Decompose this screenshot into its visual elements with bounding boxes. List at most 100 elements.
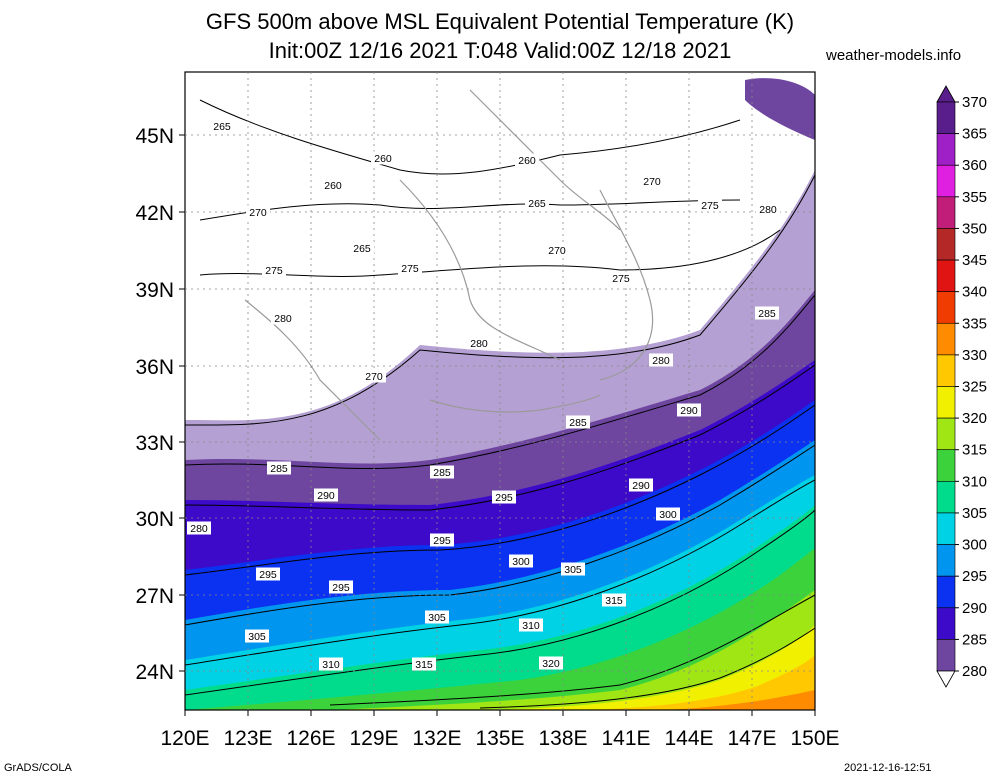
contour-label: 290 bbox=[677, 403, 701, 417]
svg-text:285: 285 bbox=[569, 417, 587, 429]
legend-label: 365 bbox=[962, 126, 987, 143]
lat-label: 27N bbox=[135, 585, 174, 608]
map-title: GFS 500m above MSL Equivalent Potential … bbox=[205, 9, 795, 34]
svg-text:285: 285 bbox=[433, 467, 451, 479]
svg-text:310: 310 bbox=[522, 620, 540, 632]
legend-label: 350 bbox=[962, 220, 987, 237]
svg-text:320: 320 bbox=[542, 658, 560, 670]
legend-swatch bbox=[936, 481, 956, 514]
contour-label: 265 bbox=[350, 241, 374, 255]
svg-text:270: 270 bbox=[643, 176, 661, 188]
contour-label: 270 bbox=[362, 369, 386, 383]
legend-swatch bbox=[936, 354, 956, 387]
lon-label: 150E bbox=[790, 727, 839, 750]
svg-text:260: 260 bbox=[324, 180, 342, 192]
legend-swatch bbox=[936, 417, 956, 451]
svg-text:315: 315 bbox=[605, 595, 623, 607]
lat-label: 45N bbox=[135, 125, 174, 148]
legend-swatch bbox=[936, 133, 956, 166]
legend-label: 325 bbox=[962, 379, 987, 396]
lon-label: 135E bbox=[475, 727, 524, 750]
svg-text:285: 285 bbox=[270, 463, 288, 475]
contour-label: 315 bbox=[602, 593, 626, 607]
svg-text:265: 265 bbox=[213, 121, 231, 133]
legend-label: 285 bbox=[962, 631, 987, 648]
legend-label: 360 bbox=[962, 157, 987, 174]
brand-label: weather-models.info bbox=[826, 47, 962, 64]
contour-label: 265 bbox=[525, 196, 549, 210]
contour-label: 270 bbox=[640, 174, 664, 188]
svg-text:275: 275 bbox=[401, 263, 419, 275]
legend-label: 300 bbox=[962, 537, 987, 554]
contour-label: 280 bbox=[187, 521, 211, 535]
lon-label: 123E bbox=[223, 727, 272, 750]
lon-label: 126E bbox=[286, 727, 335, 750]
contour-label: 270 bbox=[545, 243, 569, 257]
svg-text:270: 270 bbox=[365, 371, 383, 383]
contour-label: 305 bbox=[425, 610, 449, 624]
legend-swatch bbox=[936, 228, 956, 261]
legend-swatch bbox=[936, 259, 956, 292]
contour-label: 285 bbox=[566, 415, 590, 429]
contour-label: 310 bbox=[519, 618, 543, 632]
contour-label: 270 bbox=[246, 205, 270, 219]
svg-text:280: 280 bbox=[652, 355, 670, 367]
svg-text:290: 290 bbox=[632, 480, 650, 492]
lon-label: 132E bbox=[412, 727, 461, 750]
lon-label: 129E bbox=[349, 727, 398, 750]
legend-label: 280 bbox=[962, 663, 987, 680]
contour-label: 275 bbox=[609, 271, 633, 285]
contour-label: 320 bbox=[539, 656, 563, 670]
legend-label: 295 bbox=[962, 568, 987, 585]
contour-label: 285 bbox=[430, 465, 454, 479]
lat-label: 39N bbox=[135, 279, 174, 302]
legend-label: 290 bbox=[962, 600, 987, 617]
map-subtitle: Init:00Z 12/16 2021 T:048 Valid:00Z 12/1… bbox=[268, 38, 732, 63]
legend-label: 340 bbox=[962, 284, 987, 301]
svg-text:265: 265 bbox=[528, 198, 546, 210]
contour-label: 280 bbox=[271, 311, 295, 325]
legend-swatch bbox=[936, 512, 956, 545]
svg-text:265: 265 bbox=[353, 243, 371, 255]
legend-label: 320 bbox=[962, 410, 987, 427]
contour-label: 305 bbox=[245, 629, 269, 643]
contour-label: 295 bbox=[256, 567, 280, 581]
legend-label: 335 bbox=[962, 315, 987, 332]
legend-swatch bbox=[936, 607, 956, 640]
svg-text:305: 305 bbox=[248, 631, 266, 643]
legend-swatch bbox=[936, 386, 956, 419]
legend-swatch bbox=[936, 164, 956, 198]
contour-label: 300 bbox=[509, 554, 533, 568]
contour-label: 285 bbox=[267, 461, 291, 475]
contour-label: 290 bbox=[629, 478, 653, 492]
lat-label: 42N bbox=[135, 202, 174, 225]
contour-label: 260 bbox=[371, 151, 395, 165]
legend-swatch bbox=[936, 639, 956, 672]
contour-label: 260 bbox=[321, 178, 345, 192]
contour-label: 280 bbox=[756, 202, 780, 216]
svg-text:270: 270 bbox=[249, 207, 267, 219]
lat-label: 33N bbox=[135, 432, 174, 455]
contour-label: 305 bbox=[561, 562, 585, 576]
legend-swatch bbox=[936, 291, 956, 324]
svg-text:295: 295 bbox=[495, 492, 513, 504]
legend-swatch bbox=[936, 544, 956, 577]
svg-text:280: 280 bbox=[190, 523, 208, 535]
svg-text:280: 280 bbox=[470, 338, 488, 350]
legend-label: 330 bbox=[962, 347, 987, 364]
svg-text:295: 295 bbox=[259, 569, 277, 581]
legend-cap-bottom bbox=[936, 670, 956, 688]
svg-text:275: 275 bbox=[701, 200, 719, 212]
legend-cap-top bbox=[936, 85, 956, 103]
contour-label: 315 bbox=[412, 657, 436, 671]
longitude-labels: 120E 123E 126E 129E 132E 135E 138E 141E 144E 147E… bbox=[160, 727, 839, 750]
svg-text:300: 300 bbox=[659, 509, 677, 521]
contour-label: 295 bbox=[329, 580, 353, 594]
svg-text:275: 275 bbox=[265, 265, 283, 277]
lon-label: 141E bbox=[601, 727, 650, 750]
footer-timestamp: 2021-12-16-12:51 bbox=[844, 762, 932, 774]
legend-swatch bbox=[936, 322, 956, 356]
legend-swatch bbox=[936, 101, 956, 134]
svg-text:285: 285 bbox=[758, 308, 776, 320]
